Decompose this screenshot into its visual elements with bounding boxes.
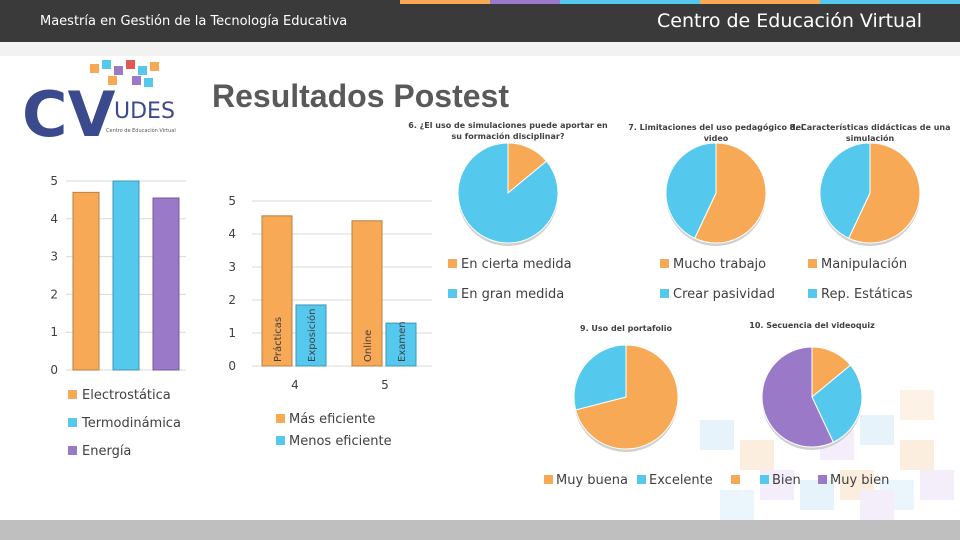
program-name: Maestría en Gestión de la Tecnología Edu… — [40, 14, 348, 29]
chart2-ytick: 2 — [228, 293, 236, 307]
pies-bottom-legend-label: Muy bien — [830, 473, 889, 488]
deco-square — [900, 440, 934, 470]
deco-square — [800, 480, 834, 510]
pie2-legend-label: En cierta medida — [461, 257, 572, 272]
pie3-legend-swatch — [660, 259, 669, 268]
pie4-slice — [848, 142, 921, 244]
chart2-ytick: 4 — [228, 227, 236, 241]
logo-letters: CV — [22, 78, 116, 151]
pie4-slice — [819, 142, 871, 239]
pie3-legend-label: Mucho trabajo — [673, 257, 766, 272]
chart2-bar-label: Exposición — [306, 309, 318, 362]
pie3-legend-label: Crear pasividad — [673, 287, 775, 302]
chart2-legend-swatch — [276, 414, 285, 423]
pie2-legend-swatch — [448, 259, 457, 268]
chart1-bar — [72, 191, 100, 371]
deco-square — [700, 420, 734, 450]
pie2-legend-swatch — [448, 289, 457, 298]
chart2-legend-label: Más eficiente — [289, 412, 375, 427]
chart1-legend-label: Electrostática — [82, 388, 171, 403]
pie2-legend-label: En gran medida — [461, 287, 564, 302]
chart1-legend-label: Termodinámica — [81, 416, 181, 431]
chart1-bar — [152, 197, 180, 371]
pie3-slice — [694, 142, 767, 244]
pie4-title: 8. Características didácticas de una simu… — [789, 123, 950, 143]
logo-name: UDES — [114, 99, 175, 124]
pies-bottom-legend-swatch — [637, 475, 646, 484]
pie4-legend-label: Manipulación — [821, 257, 907, 272]
pies-bottom-legend-swatch — [818, 475, 827, 484]
chart1-ytick: 4 — [50, 212, 58, 226]
chart2-bar-label: Prácticas — [272, 317, 284, 362]
pie5-slice — [573, 344, 627, 411]
chart2-ytick: 5 — [228, 194, 236, 208]
chart2-xtick: 4 — [291, 378, 299, 392]
chart2-xtick: 5 — [381, 378, 389, 392]
deco-square — [860, 490, 894, 520]
chart2-bar — [385, 322, 417, 367]
chart1-ytick: 1 — [50, 325, 58, 339]
header-stripe-orange-2 — [700, 0, 820, 4]
chart1-ytick: 0 — [50, 363, 58, 377]
pie5-slice — [575, 344, 679, 450]
pies-bottom-legend-label: Muy buena — [556, 473, 628, 488]
pie3-title: 7. Limitaciones del uso pedagógico del vi… — [628, 122, 804, 143]
header-stripe-orange — [400, 0, 490, 4]
deco-square — [720, 490, 754, 520]
chart2-ytick: 3 — [228, 260, 236, 274]
chart2-bar-label: Online — [363, 330, 374, 362]
chart2-ytick: 1 — [228, 326, 236, 340]
pies-bottom-legend-label: Bien — [772, 473, 801, 488]
chart1-legend-swatch — [68, 418, 77, 427]
deco-square — [860, 415, 894, 445]
pie4-legend-swatch — [808, 289, 817, 298]
chart1-legend-label: Energía — [82, 444, 131, 459]
pie6-title: 10. Secuencia del videoquiz — [749, 321, 875, 330]
logo-subtitle: Centro de Educación Virtual — [106, 127, 176, 134]
chart2-bar — [351, 220, 383, 367]
pie3-slice — [665, 142, 717, 239]
pie6-slice — [761, 346, 834, 448]
chart1-legend-swatch — [68, 390, 77, 399]
pies-bottom-legend-swatch — [760, 475, 769, 484]
center-name: Centro de Educación Virtual — [656, 10, 922, 32]
chart1-ytick: 2 — [50, 287, 58, 301]
chart2-bar-label: Examen — [397, 321, 408, 362]
header-stripe-cyan — [560, 0, 700, 4]
chart1-ytick: 3 — [50, 250, 58, 264]
header-stripe-purple — [490, 0, 560, 4]
pie4-legend-swatch — [808, 259, 817, 268]
pie2-title: 6. ¿El uso de simulaciones puede aportar… — [408, 121, 608, 141]
pie3-legend-swatch — [660, 289, 669, 298]
chart2-bar — [261, 215, 293, 367]
deco-square — [900, 390, 934, 420]
chart2-ytick: 0 — [228, 359, 236, 373]
deco-square — [920, 470, 954, 500]
pie4-legend-label: Rep. Estáticas — [821, 287, 913, 302]
chart2-bar — [295, 304, 327, 367]
chart1-bar — [112, 180, 140, 371]
header-shadow — [0, 42, 960, 56]
footer-bar — [0, 520, 960, 540]
pie5-title: 9. Uso del portafolio — [580, 324, 672, 333]
pies-bottom-legend-swatch — [544, 475, 553, 484]
pie2-slice — [457, 142, 559, 244]
chart2-legend-label: Menos eficiente — [289, 434, 392, 449]
chart2-legend-swatch — [276, 436, 285, 445]
chart1-legend-swatch — [68, 446, 77, 455]
deco-square — [740, 440, 774, 470]
header-stripe-cyan-2 — [820, 0, 960, 4]
chart1-ytick: 5 — [50, 174, 58, 188]
header-bar: Maestría en Gestión de la Tecnología Edu… — [0, 0, 960, 42]
pies-bottom-legend-label: Excelente — [649, 473, 713, 488]
page-title: Resultados Postest — [212, 78, 509, 114]
cv-udes-logo: CV UDES Centro de Educación Virtual — [18, 58, 198, 163]
pies-bottom-legend-swatch — [731, 475, 740, 484]
